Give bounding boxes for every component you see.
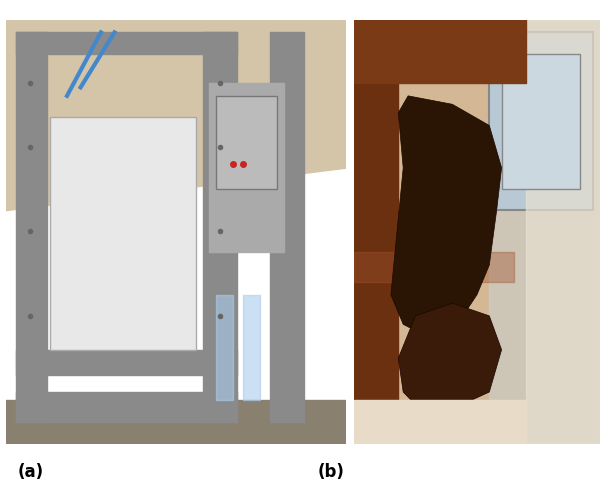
- FancyBboxPatch shape: [216, 96, 277, 189]
- FancyBboxPatch shape: [50, 117, 196, 350]
- FancyBboxPatch shape: [502, 54, 580, 189]
- Polygon shape: [391, 96, 502, 337]
- Text: (b): (b): [318, 463, 345, 481]
- FancyBboxPatch shape: [490, 32, 593, 210]
- Polygon shape: [398, 303, 502, 409]
- Text: (a): (a): [18, 463, 44, 481]
